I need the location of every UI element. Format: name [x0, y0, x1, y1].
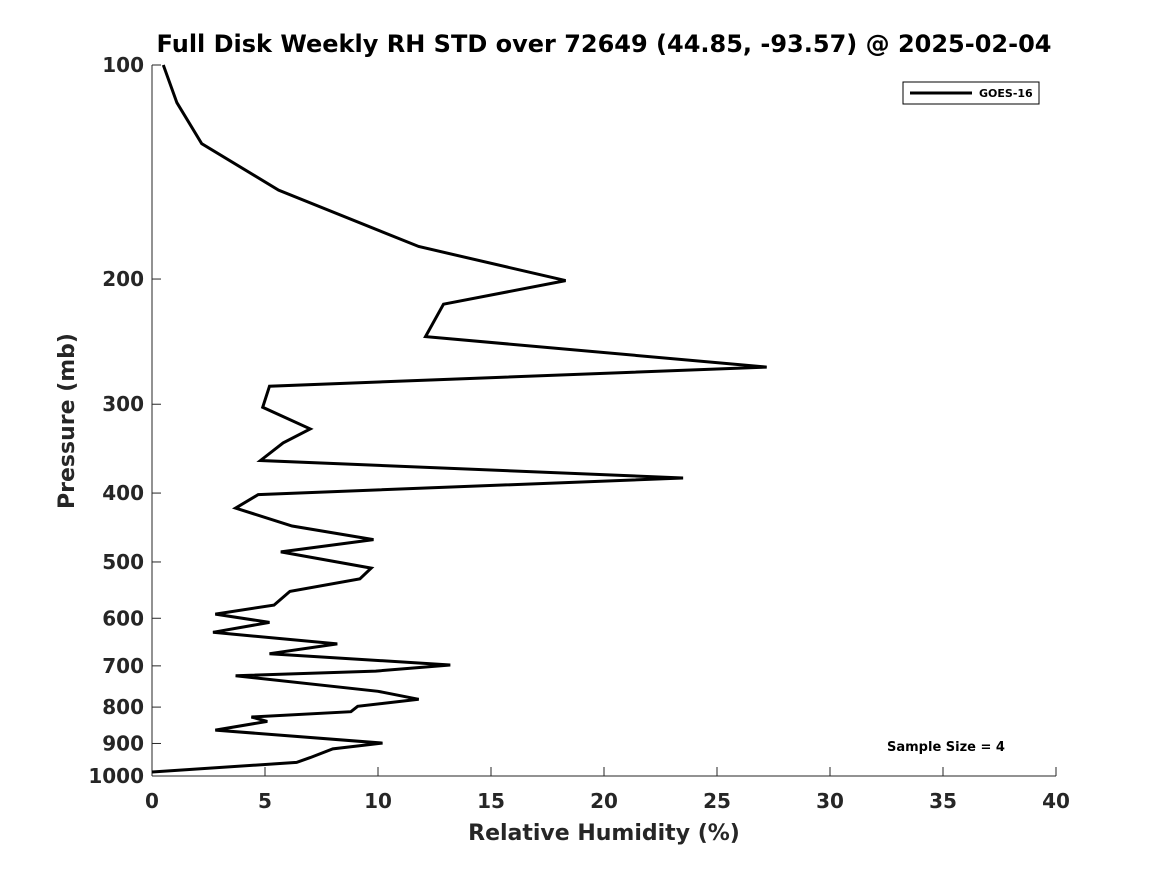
x-tick-label: 10	[364, 789, 392, 813]
y-tick-label: 600	[102, 606, 144, 630]
series-layer	[151, 64, 767, 774]
y-tick-label: 700	[102, 654, 144, 678]
y-axis-label: Pressure (mb)	[55, 333, 80, 509]
series-line-goes-16	[151, 64, 767, 774]
x-tick-label: 15	[477, 789, 505, 813]
x-tick-label: 0	[145, 789, 159, 813]
y-ticks: 100 200 300 400 500 600 700 800 900 1000	[88, 53, 161, 788]
y-tick-label: 200	[102, 267, 144, 291]
y-tick-label: 400	[102, 481, 144, 505]
legend-label: GOES-16	[979, 87, 1033, 100]
x-tick-label: 5	[258, 789, 272, 813]
x-ticks: 0 5 10 15 20 25 30 35 40	[145, 767, 1070, 813]
y-tick-label: 800	[102, 695, 144, 719]
x-tick-label: 35	[929, 789, 957, 813]
y-tick-label: 300	[102, 392, 144, 416]
x-axis-label: Relative Humidity (%)	[468, 821, 740, 846]
y-tick-label: 1000	[88, 764, 144, 788]
plot-area: 0 5 10 15 20 25 30 35 40 100 200 300 400 500 600 700 80…	[88, 53, 1070, 813]
y-tick-label: 900	[102, 731, 144, 755]
y-tick-label: 500	[102, 550, 144, 574]
chart-title: Full Disk Weekly RH STD over 72649 (44.8…	[157, 30, 1052, 58]
x-tick-label: 25	[703, 789, 731, 813]
x-tick-label: 20	[590, 789, 618, 813]
x-tick-label: 30	[816, 789, 844, 813]
y-tick-label: 100	[102, 53, 144, 77]
x-tick-label: 40	[1042, 789, 1070, 813]
sample-size-annotation: Sample Size = 4	[887, 740, 1005, 755]
legend: GOES-16	[902, 81, 1040, 105]
